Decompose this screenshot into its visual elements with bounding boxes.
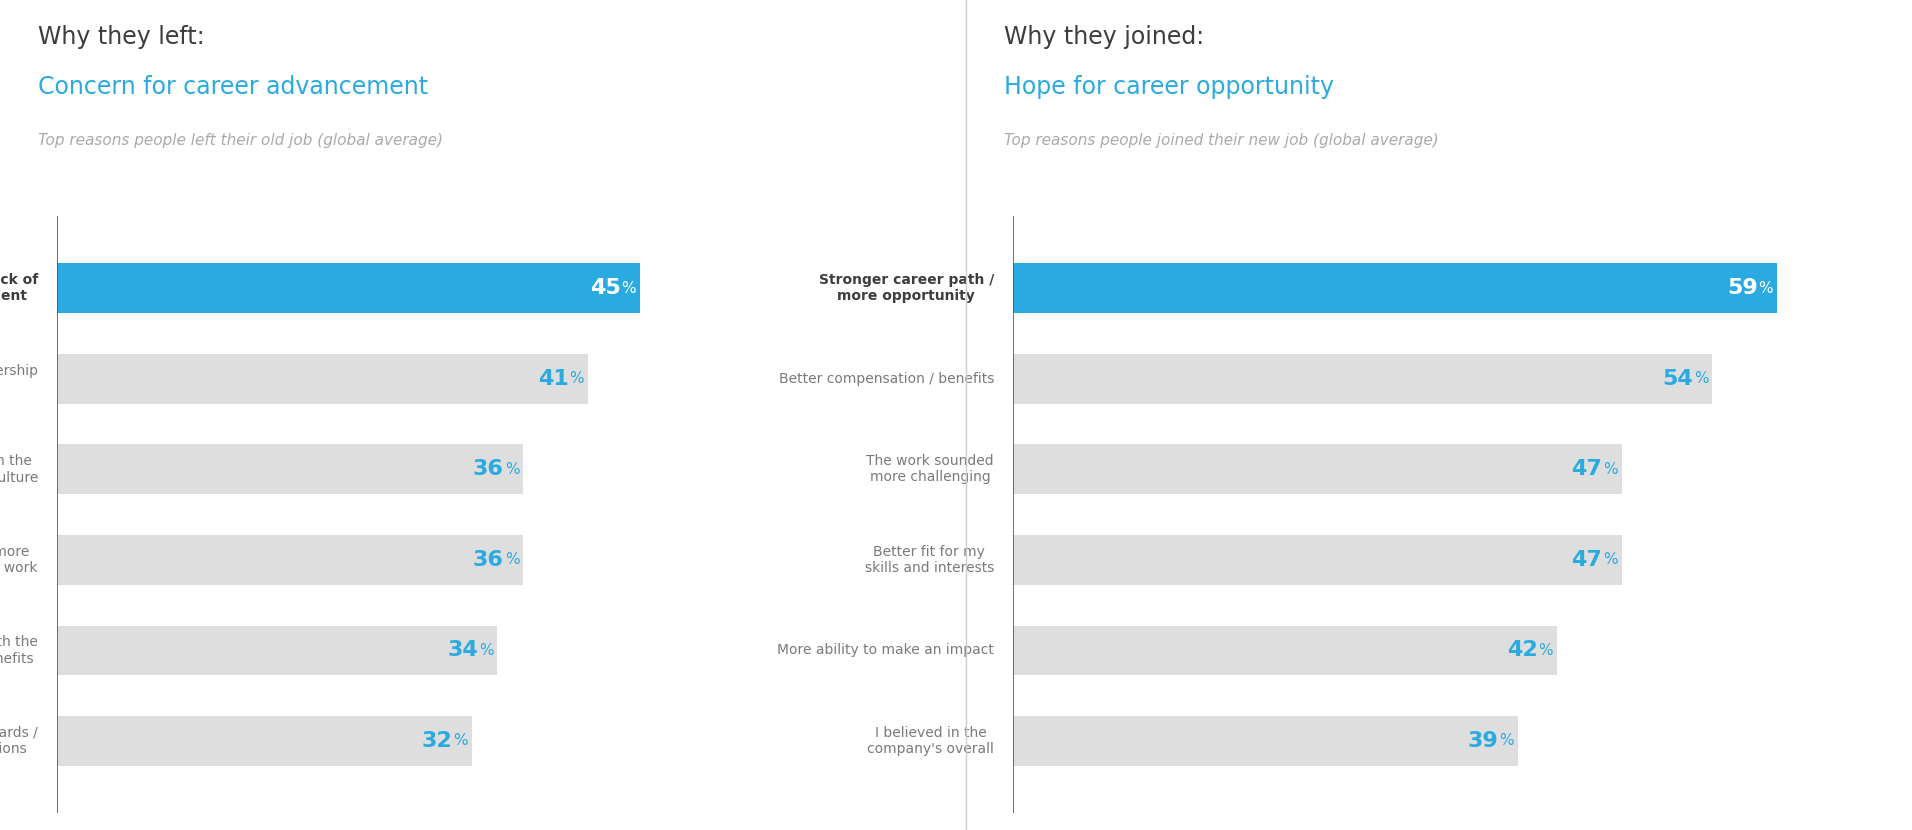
Text: The work sounded
more challenging: The work sounded more challenging xyxy=(866,454,994,485)
Text: I believed in the
company's overall: I believed in the company's overall xyxy=(866,726,994,756)
Bar xyxy=(1013,535,1621,585)
Bar xyxy=(1013,263,1776,313)
Text: %: % xyxy=(505,461,520,476)
Text: %: % xyxy=(1759,281,1772,295)
Bar xyxy=(1013,444,1621,494)
Text: 36: 36 xyxy=(472,459,505,480)
Text: Stronger career path /
more opportunity: Stronger career path / more opportunity xyxy=(818,273,994,303)
Text: %: % xyxy=(1602,461,1618,476)
Text: 39: 39 xyxy=(1468,731,1499,751)
Text: %: % xyxy=(1499,734,1514,749)
Text: 59: 59 xyxy=(1727,278,1757,298)
Bar xyxy=(57,535,524,585)
Bar xyxy=(57,354,589,403)
Text: More ability to make an impact: More ability to make an impact xyxy=(776,643,994,657)
Text: %: % xyxy=(1539,643,1553,658)
Text: 47: 47 xyxy=(1572,459,1602,480)
Bar xyxy=(1013,626,1556,676)
Text: Why they left:: Why they left: xyxy=(38,25,205,49)
Bar xyxy=(1013,354,1713,403)
Text: %: % xyxy=(621,281,637,295)
Text: %: % xyxy=(1694,371,1709,386)
Text: %: % xyxy=(453,734,468,749)
Text: %: % xyxy=(1602,553,1618,568)
Text: Better fit for my
skills and interests: Better fit for my skills and interests xyxy=(864,544,994,575)
Text: Top reasons people left their old job (global average): Top reasons people left their old job (g… xyxy=(38,133,444,148)
Text: 32: 32 xyxy=(421,731,451,751)
Text: Why they joined:: Why they joined: xyxy=(1004,25,1205,49)
Text: Top reasons people joined their new job (global average): Top reasons people joined their new job … xyxy=(1004,133,1438,148)
Text: 47: 47 xyxy=(1572,549,1602,570)
Text: I was concerned about the lack of
opportunities for advancement: I was concerned about the lack of opport… xyxy=(0,273,38,303)
Text: Better compensation / benefits: Better compensation / benefits xyxy=(778,372,994,386)
Text: %: % xyxy=(570,371,585,386)
Text: %: % xyxy=(505,553,520,568)
Text: 34: 34 xyxy=(447,641,478,661)
Text: %: % xyxy=(478,643,493,658)
Text: 45: 45 xyxy=(589,278,619,298)
Text: I was unsatisfied with the
work environment / culture: I was unsatisfied with the work environm… xyxy=(0,454,38,485)
Text: 54: 54 xyxy=(1662,369,1692,388)
Text: 41: 41 xyxy=(537,369,568,388)
Text: I was unsatisfied with the leadership
of senior management: I was unsatisfied with the leadership of… xyxy=(0,364,38,394)
Bar xyxy=(57,263,641,313)
Bar xyxy=(1013,716,1518,766)
Bar xyxy=(57,716,472,766)
Text: I was unsatisfied with the
compensation / benefits: I was unsatisfied with the compensation … xyxy=(0,635,38,666)
Text: I was unsatisfied with the rewards /
recognition for my contributions: I was unsatisfied with the rewards / rec… xyxy=(0,726,38,756)
Text: 42: 42 xyxy=(1507,641,1537,661)
Text: I wanted more
challenging work: I wanted more challenging work xyxy=(0,544,38,575)
Bar xyxy=(57,626,497,676)
Bar xyxy=(57,444,524,494)
Text: Hope for career opportunity: Hope for career opportunity xyxy=(1004,75,1335,99)
Text: Concern for career advancement: Concern for career advancement xyxy=(38,75,428,99)
Text: 36: 36 xyxy=(472,549,505,570)
